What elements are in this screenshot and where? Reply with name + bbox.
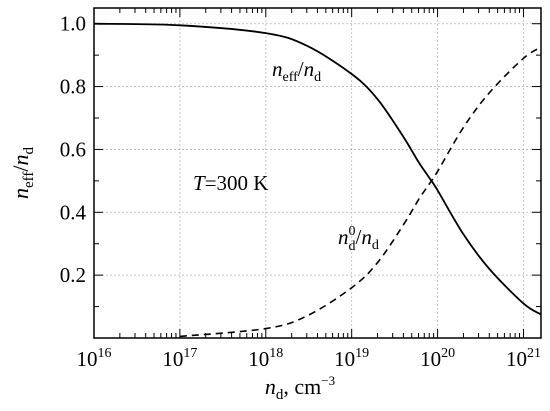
ticks xyxy=(93,8,541,338)
x-tick-label: 1016 xyxy=(77,346,112,371)
y-tick-label: 1.0 xyxy=(60,12,86,36)
x-tick-label: 1019 xyxy=(334,346,369,371)
x-axis-label: nd, cm−3 xyxy=(265,373,335,403)
x-tick-labels: 1016 1017 1018 1019 1020 1021 xyxy=(77,346,541,371)
series-label-nd0: n0 d/nd xyxy=(338,224,379,254)
series-line-neff xyxy=(93,22,542,316)
y-tick-label: 0.8 xyxy=(60,75,86,99)
x-tick-label: 1021 xyxy=(506,346,541,371)
y-tick-label: 0.2 xyxy=(60,263,86,287)
series-layer xyxy=(93,22,542,338)
y-axis-label: neff/nd xyxy=(8,146,37,199)
x-tick-label: 1017 xyxy=(162,346,197,371)
plot-frame xyxy=(93,7,542,339)
y-tick-labels: 0.2 0.4 0.6 0.8 1.0 xyxy=(60,12,87,287)
y-tick-label: 0.4 xyxy=(60,200,87,224)
x-tick-label: 1018 xyxy=(248,346,283,371)
y-tick-label: 0.6 xyxy=(60,137,86,161)
temperature-annotation: T=300 K xyxy=(193,171,268,195)
series-label-neff: neff/nd xyxy=(272,57,321,85)
grid xyxy=(94,8,541,338)
series-line-nd0 xyxy=(179,46,542,338)
x-tick-label: 1020 xyxy=(420,346,455,371)
